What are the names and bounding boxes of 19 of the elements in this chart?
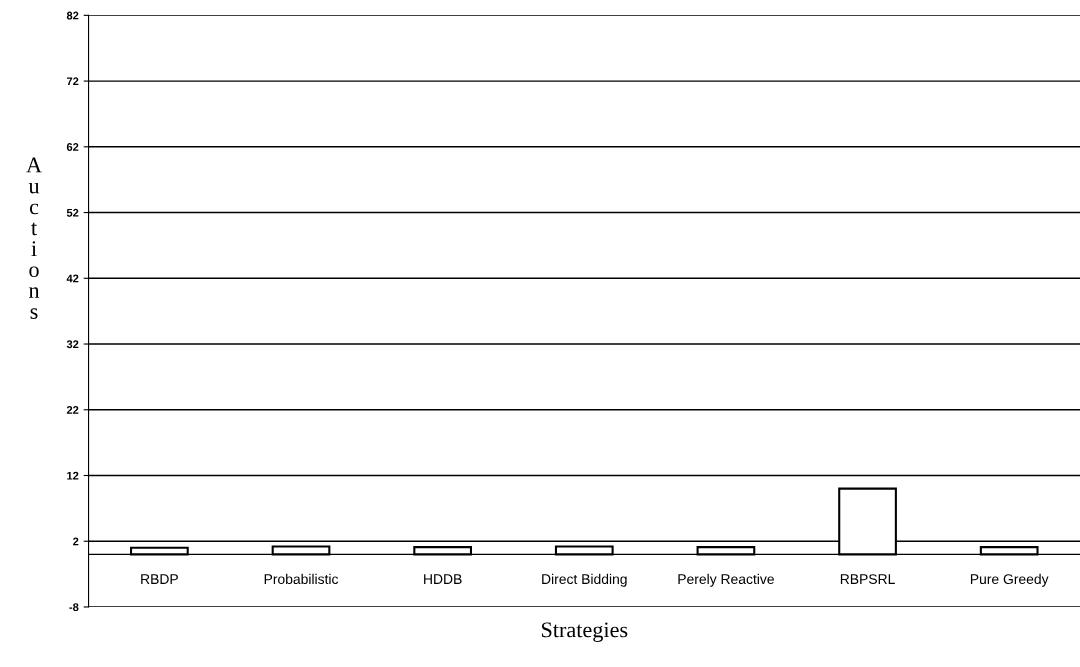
x-tick-label: Direct Bidding	[542, 573, 627, 587]
y-tick-label: -8	[69, 603, 79, 612]
y-tick-label: 42	[66, 274, 79, 283]
x-tick-label: RBPSRL	[840, 574, 895, 585]
y-tick-label: 62	[66, 143, 79, 151]
y-tick-label: 12	[67, 471, 79, 480]
y-axis-title: Auctions	[26, 157, 42, 319]
y-tick-label: 22	[66, 406, 79, 414]
y-tick-label: 32	[66, 340, 79, 349]
x-tick-label: Probabilistic	[264, 573, 339, 585]
y-tick-label: 72	[66, 77, 79, 86]
x-tick-label: RBDP	[141, 574, 178, 584]
y-tick-label: 2	[73, 537, 79, 546]
x-tick-label: Pure Greedy	[970, 573, 1049, 587]
y-tick-label: 82	[66, 11, 79, 20]
x-tick-label: HDDB	[424, 574, 462, 584]
y-tick-label: 52	[66, 208, 79, 217]
x-axis-title: Strategies	[541, 622, 628, 642]
x-tick-label: Perely Reactive	[678, 573, 774, 587]
